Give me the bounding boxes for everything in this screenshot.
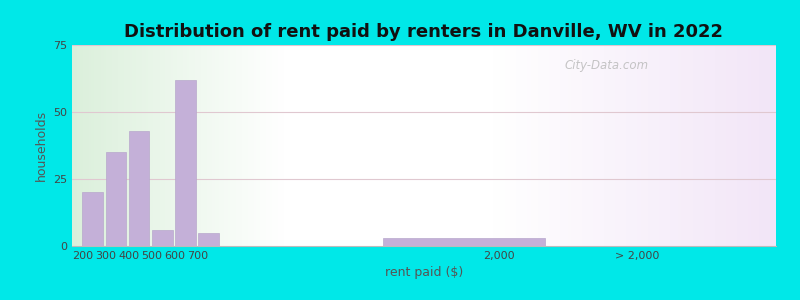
- Text: City-Data.com: City-Data.com: [565, 59, 649, 72]
- X-axis label: rent paid ($): rent paid ($): [385, 266, 463, 279]
- Title: Distribution of rent paid by renters in Danville, WV in 2022: Distribution of rent paid by renters in …: [125, 23, 723, 41]
- Bar: [175, 80, 196, 246]
- Bar: [129, 131, 150, 246]
- Bar: [82, 192, 103, 246]
- Y-axis label: households: households: [34, 110, 47, 181]
- Bar: [198, 232, 219, 246]
- Bar: [106, 152, 126, 246]
- Bar: [383, 238, 545, 246]
- Bar: [152, 230, 173, 246]
